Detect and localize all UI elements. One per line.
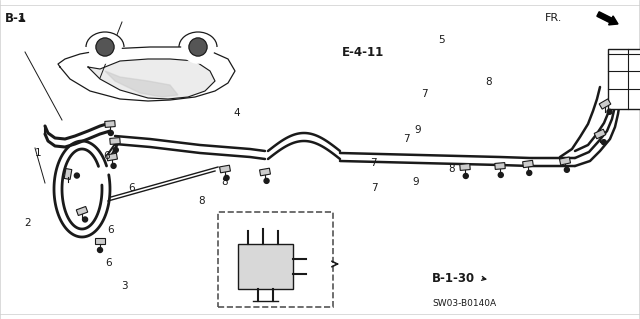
Text: 3: 3	[122, 280, 128, 291]
Text: 6: 6	[106, 258, 112, 268]
Text: 9: 9	[413, 177, 419, 187]
Circle shape	[108, 130, 113, 136]
Bar	[76, 206, 88, 216]
Text: 1: 1	[35, 148, 42, 158]
Circle shape	[74, 173, 79, 178]
Bar	[220, 165, 230, 173]
Text: 2: 2	[24, 218, 31, 228]
Circle shape	[499, 173, 503, 177]
Circle shape	[113, 147, 118, 152]
Circle shape	[224, 175, 229, 180]
Text: 7: 7	[370, 158, 376, 168]
Text: SW03-B0140A: SW03-B0140A	[432, 299, 496, 308]
Text: 6: 6	[104, 151, 110, 161]
Polygon shape	[105, 71, 178, 97]
Circle shape	[602, 140, 606, 145]
Circle shape	[111, 163, 116, 168]
Bar	[495, 163, 505, 169]
Circle shape	[97, 248, 102, 253]
Text: 8: 8	[198, 196, 205, 206]
Bar	[608, 49, 640, 109]
Bar	[106, 153, 118, 161]
Text: B-1: B-1	[5, 11, 27, 25]
Polygon shape	[88, 59, 215, 99]
Text: 6: 6	[128, 183, 134, 193]
Text: 8: 8	[448, 164, 454, 174]
Bar	[523, 160, 533, 168]
Text: 7: 7	[421, 89, 428, 99]
Bar	[599, 99, 611, 109]
Bar	[105, 121, 115, 127]
Text: 8: 8	[485, 77, 492, 87]
Circle shape	[96, 38, 114, 56]
Circle shape	[83, 217, 88, 222]
Bar	[594, 129, 606, 139]
Text: 9: 9	[415, 125, 421, 135]
Text: 7: 7	[403, 134, 410, 144]
Circle shape	[564, 167, 570, 172]
Bar	[260, 168, 271, 176]
Circle shape	[607, 109, 612, 114]
Bar	[238, 244, 293, 289]
Circle shape	[189, 38, 207, 56]
Bar	[109, 137, 120, 145]
Circle shape	[89, 31, 121, 63]
Circle shape	[264, 178, 269, 183]
Circle shape	[463, 174, 468, 178]
Circle shape	[527, 170, 532, 175]
Text: E-4-11: E-4-11	[342, 46, 384, 58]
Bar	[559, 157, 570, 165]
Text: FR.: FR.	[545, 13, 563, 23]
Text: 8: 8	[221, 177, 227, 187]
FancyArrow shape	[597, 12, 618, 25]
Text: B-1-30: B-1-30	[432, 271, 475, 285]
Bar	[218, 212, 333, 307]
Text: 7: 7	[371, 183, 378, 193]
Text: 4: 4	[234, 108, 240, 118]
Bar	[64, 168, 72, 180]
Text: 5: 5	[438, 35, 445, 45]
Circle shape	[182, 31, 214, 63]
Text: 6: 6	[108, 225, 114, 235]
Bar	[95, 238, 105, 244]
Bar	[460, 164, 470, 170]
